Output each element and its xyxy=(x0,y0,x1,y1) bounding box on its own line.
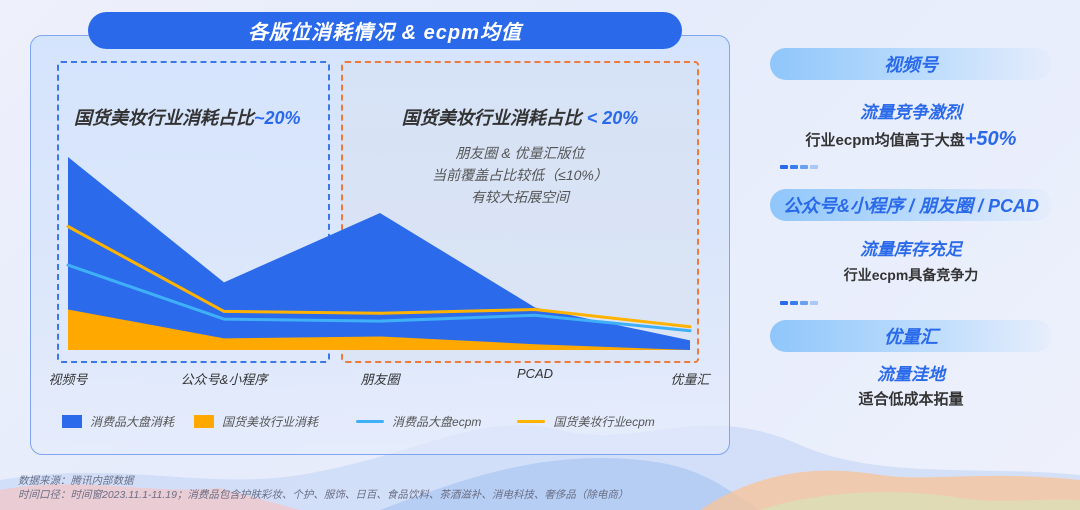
legend-item: 国货美妆行业ecpm xyxy=(517,413,655,430)
section-text-highlight: +50% xyxy=(964,128,1017,150)
chart-title: 各版位消耗情况 & ecpm均值 xyxy=(88,12,682,49)
right-annotation-text: 国货美妆行业消耗占比 xyxy=(401,108,582,128)
left-annotation-value: ~20% xyxy=(254,108,301,128)
x-tick-label: PCAD xyxy=(516,366,554,381)
sidebar-section-video: 视频号 流量竞争激烈 行业ecpm均值高于大盘+50% xyxy=(770,48,1052,169)
right-annotation-detail: 朋友圈 & 优量汇版位 当前覆盖占比较低（≤10%） 有较大拓展空间 xyxy=(345,142,695,208)
legend-label: 消费品大盘消耗 xyxy=(90,415,175,429)
decor-bars-icon xyxy=(780,165,1052,169)
footnote: 数据来源：腾讯内部数据 时间口径：时间窗2023.11.1-11.19；消费品包… xyxy=(18,474,628,502)
chart-legend: 消费品大盘消耗 国货美妆行业消耗 消费品大盘ecpm 国货美妆行业ecpm xyxy=(62,413,675,430)
x-tick-label: 朋友圈 xyxy=(360,372,400,387)
sidebar-section-wechat: 公众号&小程序 / 朋友圈 / PCAD 流量库存充足 行业ecpm具备竞争力 xyxy=(770,189,1052,305)
legend-item: 消费品大盘ecpm xyxy=(356,413,481,430)
detail-line: 朋友圈 & 优量汇版位 xyxy=(455,145,585,161)
section-headline: 流量库存充足 xyxy=(860,240,962,259)
legend-line-icon xyxy=(356,420,385,423)
section-text: 行业ecpm均值高于大盘+50% xyxy=(770,128,1052,151)
x-tick-label: 视频号 xyxy=(48,372,88,387)
detail-line: 有较大拓展空间 xyxy=(471,189,569,205)
section-headline: 流量洼地 xyxy=(877,365,945,384)
section-pill: 优量汇 xyxy=(770,320,1052,352)
section-text: 适合低成本拓量 xyxy=(858,391,964,408)
detail-line: 当前覆盖占比较低（≤10%） xyxy=(432,167,608,183)
data-source: 数据来源：腾讯内部数据 xyxy=(18,475,134,487)
section-pill: 公众号&小程序 / 朋友圈 / PCAD xyxy=(770,189,1052,221)
section-text: 行业ecpm具备竞争力 xyxy=(843,267,979,283)
left-annotation-text: 国货美妆行业消耗占比 xyxy=(74,108,254,128)
section-pill: 视频号 xyxy=(770,48,1052,80)
legend-label: 消费品大盘ecpm xyxy=(392,415,482,429)
legend-line-icon xyxy=(517,420,546,423)
x-tick-label: 公众号&小程序 xyxy=(180,372,268,387)
right-annotation-value: < 20% xyxy=(586,108,639,128)
left-annotation: 国货美妆行业消耗占比~20% xyxy=(74,104,301,130)
sidebar-section-ylh: 优量汇 流量洼地 适合低成本拓量 xyxy=(770,320,1052,409)
right-annotation: 国货美妆行业消耗占比 < 20% xyxy=(345,104,695,130)
legend-label: 国货美妆行业ecpm xyxy=(553,415,655,429)
legend-swatch-icon xyxy=(62,415,82,428)
section-headline: 流量竞争激烈 xyxy=(860,103,962,122)
legend-item: 消费品大盘消耗 xyxy=(62,413,174,430)
background-waves xyxy=(0,424,1080,510)
legend-item: 国货美妆行业消耗 xyxy=(194,413,318,430)
section-text-body: 行业ecpm均值高于大盘 xyxy=(805,132,965,149)
legend-label: 国货美妆行业消耗 xyxy=(222,415,319,429)
x-tick-label: 优量汇 xyxy=(670,372,710,387)
time-period: 时间口径：时间窗2023.11.1-11.19；消费品包含护肤彩妆、个护、服饰、… xyxy=(18,489,629,501)
decor-bars-icon xyxy=(780,301,1052,305)
legend-swatch-icon xyxy=(194,415,215,428)
